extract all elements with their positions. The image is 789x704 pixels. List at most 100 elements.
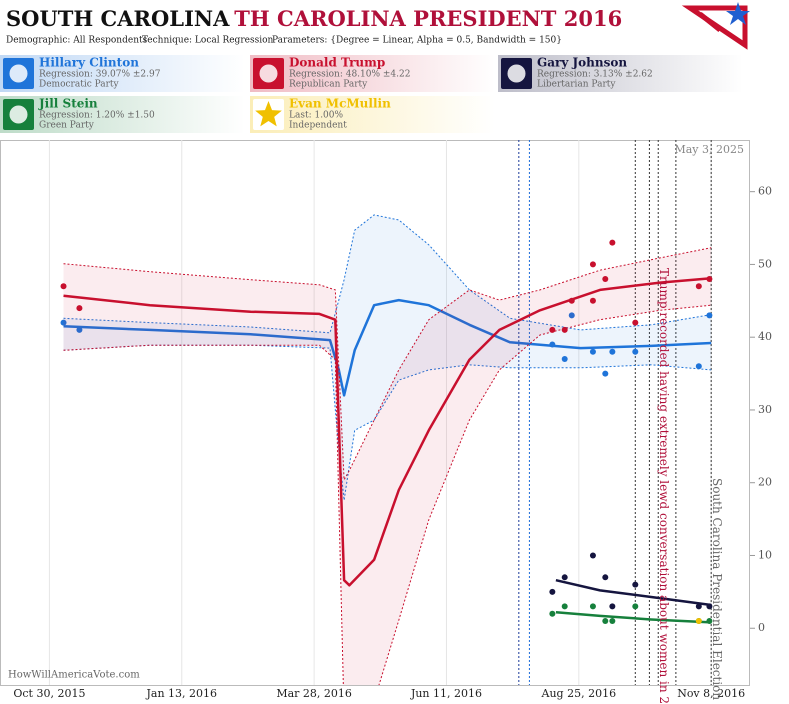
poll-point [589,297,596,304]
poll-point [609,603,616,610]
demographic: Demographic: All Respondents [6,36,148,46]
legend-detail: Regression: 48.10% ±4.22 [289,70,410,80]
poll-point [632,603,639,610]
poll-point [706,617,713,624]
legend-name: Evan McMullin [289,97,391,111]
title-sub: TH CAROLINA PRESIDENT 2016 [234,6,622,31]
legend-box [0,96,245,133]
title-main: SOUTH CAROLINA [6,6,230,31]
band-upper [63,214,712,334]
trend-line [555,610,712,624]
x-tick-label: Mar 28, 2016 [276,687,352,700]
legend-detail: Last: 1.00% [289,111,344,121]
poll-point [60,283,67,290]
poll-point [602,617,609,624]
legend-icon-star [255,101,282,127]
y-tick-label: 50 [758,257,772,270]
poll-point [549,610,556,617]
poll-point [609,617,616,624]
poll-point [549,326,556,333]
legend-box [0,55,245,92]
poll-point [561,574,568,581]
legend-party: Independent [289,121,347,131]
poll-point [602,574,609,581]
x-tick-label: Aug 25, 2016 [541,687,617,700]
y-tick-label: 10 [758,548,772,561]
poll-point [602,370,609,377]
date-label: May 3, 2025 [674,143,744,156]
poll-point [632,581,639,588]
poll-point [589,552,596,559]
confidence-band [63,214,712,501]
legend-name: Donald Trump [289,56,385,70]
legend-icon-emblem [9,105,28,124]
poll-point [609,348,616,355]
poll-point [609,239,616,246]
poll-point [706,603,713,610]
y-tick-label: 60 [758,185,772,198]
y-tick-label: 0 [758,621,765,634]
band-lower [63,344,712,501]
title: SOUTH CAROLINA TH CAROLINA PRESIDENT 2016 [6,6,622,31]
legend-box [250,96,495,133]
poll-point [632,348,639,355]
trend-line [63,298,712,397]
poll-point [60,319,67,326]
legend-detail: Regression: 1.20% ±1.50 [39,111,155,121]
poll-point [561,356,568,363]
legend-icon-emblem [9,64,28,83]
legend-party: Republican Party [289,80,368,90]
annotation: South Carolina Presidential Election [710,478,724,700]
legend-box [250,55,495,92]
legend-party: Green Party [39,121,95,131]
poll-point [76,305,83,312]
poll-point [549,341,556,348]
poll-point [632,319,639,326]
poll-point [561,326,568,333]
legend-detail: Regression: 3.13% ±2.62 [537,70,653,80]
poll-point [76,326,83,333]
legend-party: Democratic Party [39,80,120,90]
legend-name: Gary Johnson [537,56,627,70]
x-tick-label: Jan 13, 2016 [145,687,217,700]
x-tick-label: Jun 11, 2016 [410,687,482,700]
poll-point [602,275,609,282]
legend-icon-emblem [259,64,278,83]
poll-point [568,297,575,304]
poll-point [706,312,713,319]
legend-party: Libertarian Party [537,80,616,90]
poll-point [589,348,596,355]
poll-point [589,603,596,610]
poll-point [695,363,702,370]
trend-line [555,578,712,607]
band-upper [63,247,712,482]
technique: Technique: Local Regression [142,36,273,46]
y-tick-label: 20 [758,476,772,489]
poll-point [549,588,556,595]
poll-point [706,275,713,282]
poll-point [589,261,596,268]
legend-name: Hillary Clinton [39,56,139,70]
plot-area [60,140,713,685]
band-lower [63,304,712,685]
poll-point [568,312,575,319]
x-tick-label: Nov 8, 2016 [677,687,745,700]
poll-point [695,617,702,624]
logo [681,2,750,50]
plot-border [0,140,750,686]
legend-name: Jill Stein [38,97,98,111]
y-tick-label: 40 [758,330,772,343]
legend-detail: Regression: 39.07% ±2.97 [39,70,161,80]
poll-point [561,603,568,610]
source-label: HowWillAmericaVote.com [8,670,140,681]
y-tick-label: 30 [758,403,772,416]
legend-box [498,55,743,92]
x-tick-label: Oct 30, 2015 [13,687,85,700]
annotation: Trump recorded having extremely lewd con… [657,268,671,704]
parameters: Parameters: {Degree = Linear, Alpha = 0.… [272,36,562,46]
poll-point [695,283,702,290]
poll-point [695,603,702,610]
confidence-band [63,247,712,685]
legend-icon-emblem [507,64,526,83]
